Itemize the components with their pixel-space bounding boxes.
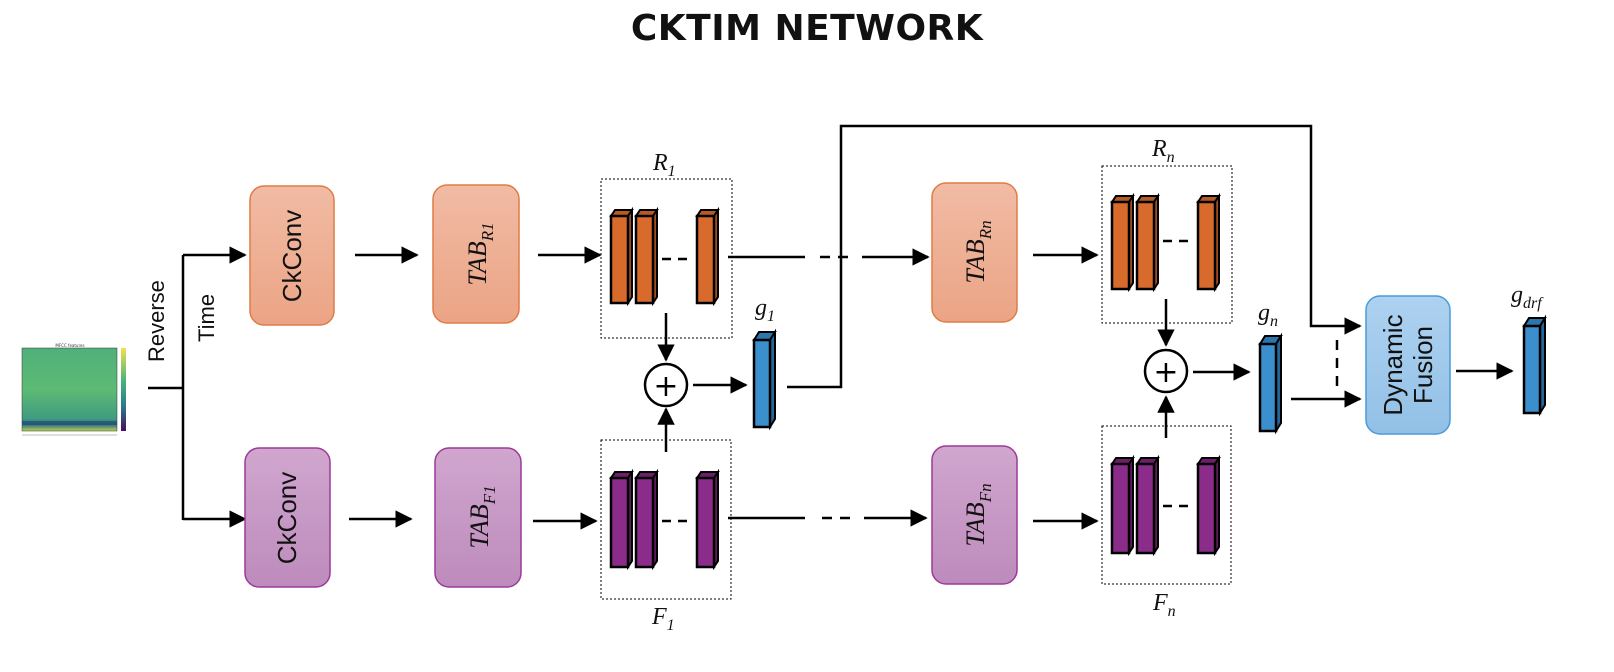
tab-fn-box: TABFn xyxy=(931,445,1018,585)
fn-label: Fn xyxy=(1152,590,1176,620)
gdrf-label: gdrf xyxy=(1511,282,1544,312)
bar xyxy=(695,206,720,307)
tab-rn-box: TABRn xyxy=(931,182,1018,323)
mfcc-spectrogram: MFCC features xyxy=(21,343,126,436)
feature-stack-f1 xyxy=(600,439,732,600)
add-operator-n: + xyxy=(1143,348,1189,394)
bar xyxy=(634,468,659,571)
bar xyxy=(1110,192,1135,293)
tab-r1-box: TABR1 xyxy=(432,184,520,324)
dynamic-fusion-line1: Dynamic xyxy=(1378,314,1408,415)
feature-stack-r1 xyxy=(600,178,733,339)
bar xyxy=(1196,454,1221,557)
tab-f1-label: TABF1 xyxy=(465,485,499,548)
g1-to-fusion-connector xyxy=(787,124,1362,389)
bar xyxy=(1135,192,1160,293)
r1-label: R1 xyxy=(652,150,676,180)
bar xyxy=(1196,192,1221,293)
add-operator-1: + xyxy=(643,362,689,408)
ckconv-reverse-box: CkConv xyxy=(249,185,335,326)
tab-rn-label: TABRn xyxy=(961,220,995,283)
plus-icon: + xyxy=(653,369,678,404)
plus-icon: + xyxy=(1153,355,1178,390)
diagram-title: CKTIM NETWORK xyxy=(630,8,984,49)
f1-label: F1 xyxy=(651,604,675,634)
bar xyxy=(609,206,634,307)
tab-fn-label: TABFn xyxy=(961,483,995,546)
feature-bar-gn xyxy=(1258,332,1283,435)
bar xyxy=(634,206,659,307)
feature-stack-rn xyxy=(1101,165,1233,324)
g1-label: g1 xyxy=(755,295,775,325)
tab-f1-box: TABF1 xyxy=(434,447,522,588)
time-label: Time xyxy=(194,294,219,342)
feature-bar-g1 xyxy=(752,328,777,431)
ckconv-forward-label: CkConv xyxy=(272,472,302,564)
ckconv-forward-box: CkConv xyxy=(244,447,331,588)
input-split-connector xyxy=(148,246,247,528)
bar xyxy=(609,468,634,571)
rn-label: Rn xyxy=(1151,136,1175,166)
reverse-label: Reverse xyxy=(144,280,169,362)
ckconv-reverse-label: CkConv xyxy=(277,210,307,302)
feature-stack-fn xyxy=(1101,425,1232,585)
feature-bar-gdrf xyxy=(1522,314,1547,417)
bar xyxy=(695,468,720,571)
dynamic-fusion-line2: Fusion xyxy=(1408,326,1438,404)
bar xyxy=(1135,454,1160,557)
dynamic-fusion-box: Dynamic Fusion xyxy=(1365,295,1451,435)
bar xyxy=(1110,454,1135,557)
tab-r1-label: TABR1 xyxy=(463,222,497,285)
gn-label: gn xyxy=(1258,300,1278,330)
spectrogram-title: MFCC features xyxy=(55,343,84,348)
